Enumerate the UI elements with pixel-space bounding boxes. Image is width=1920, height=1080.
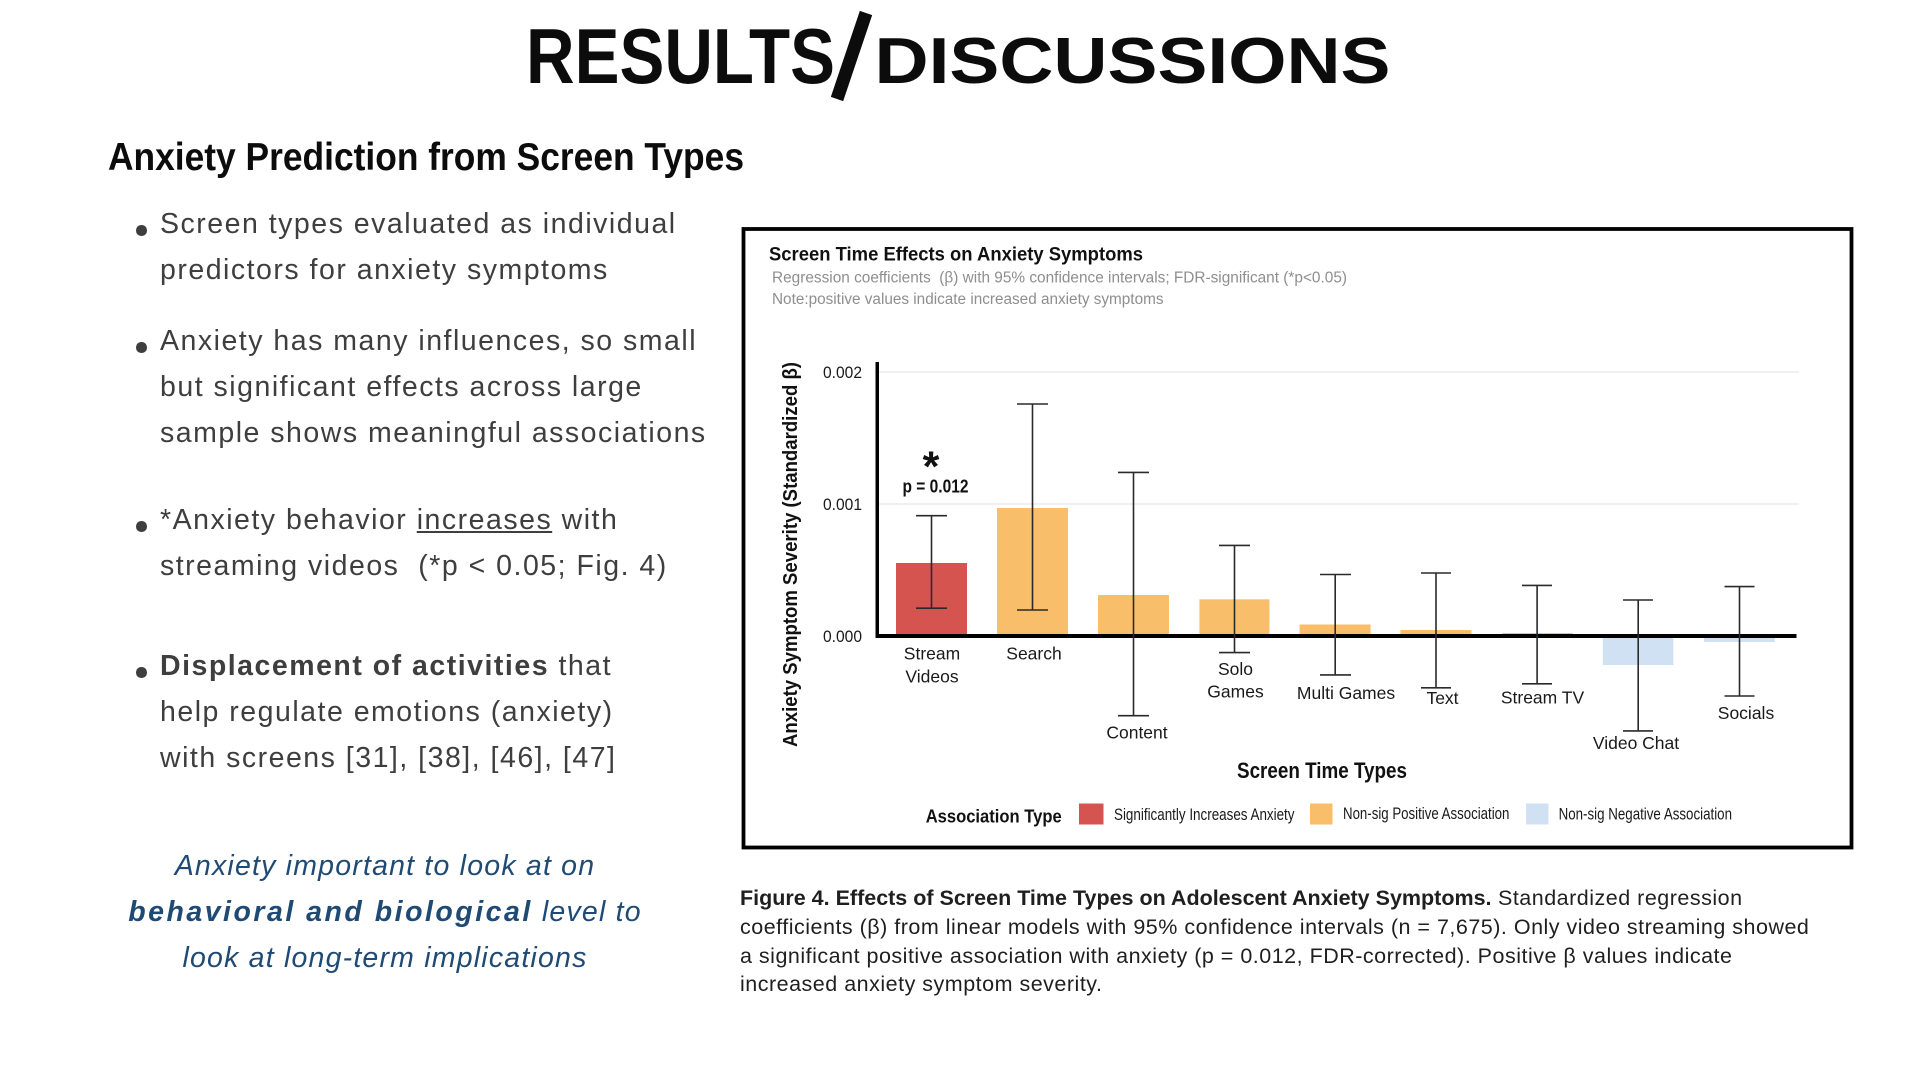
svg-text:Significantly Increases Anxiet: Significantly Increases Anxiety [1114, 805, 1295, 824]
svg-text:Anxiety Prediction from Screen: Anxiety Prediction from Screen Types [108, 136, 744, 179]
svg-text:Anxiety Symptom Severity (Stan: Anxiety Symptom Severity (Standardized β… [779, 362, 802, 747]
svg-text:Stream TV: Stream TV [1501, 688, 1585, 708]
svg-text:Videos: Videos [905, 666, 958, 686]
svg-text:Games: Games [1207, 682, 1264, 702]
svg-text:DISCUSSIONS: DISCUSSIONS [875, 25, 1391, 97]
svg-text:p = 0.012: p = 0.012 [903, 476, 969, 497]
svg-text:0.001: 0.001 [823, 496, 862, 514]
svg-text:*: * [923, 443, 940, 491]
svg-text:Screen Time Effects on Anxiety: Screen Time Effects on Anxiety Symptoms [769, 244, 1143, 266]
svg-text:Multi Games: Multi Games [1297, 683, 1395, 703]
svg-text:0.000: 0.000 [823, 628, 862, 646]
svg-text:Note:positive values indicate: Note:positive values indicate increased … [772, 291, 1164, 308]
svg-text:Video Chat: Video Chat [1593, 733, 1679, 753]
svg-text:0.002: 0.002 [823, 364, 862, 382]
svg-text:Text: Text [1426, 688, 1458, 708]
svg-text:RESULTS: RESULTS [526, 12, 835, 100]
svg-text:Association Type: Association Type [926, 807, 1062, 827]
svg-text:Non-sig Positive Association: Non-sig Positive Association [1343, 804, 1509, 823]
svg-text:Solo: Solo [1218, 659, 1253, 679]
svg-text:Stream: Stream [904, 644, 960, 664]
svg-text:Search: Search [1006, 644, 1061, 664]
svg-text:Screen Time Types: Screen Time Types [1237, 758, 1407, 783]
svg-text:Socials: Socials [1718, 703, 1775, 723]
svg-text:Regression coefficients (β) w: Regression coefficients (β) with 95% con… [772, 270, 1347, 287]
svg-text:Content: Content [1106, 723, 1167, 743]
svg-text:Non-sig Negative Association: Non-sig Negative Association [1559, 805, 1732, 824]
